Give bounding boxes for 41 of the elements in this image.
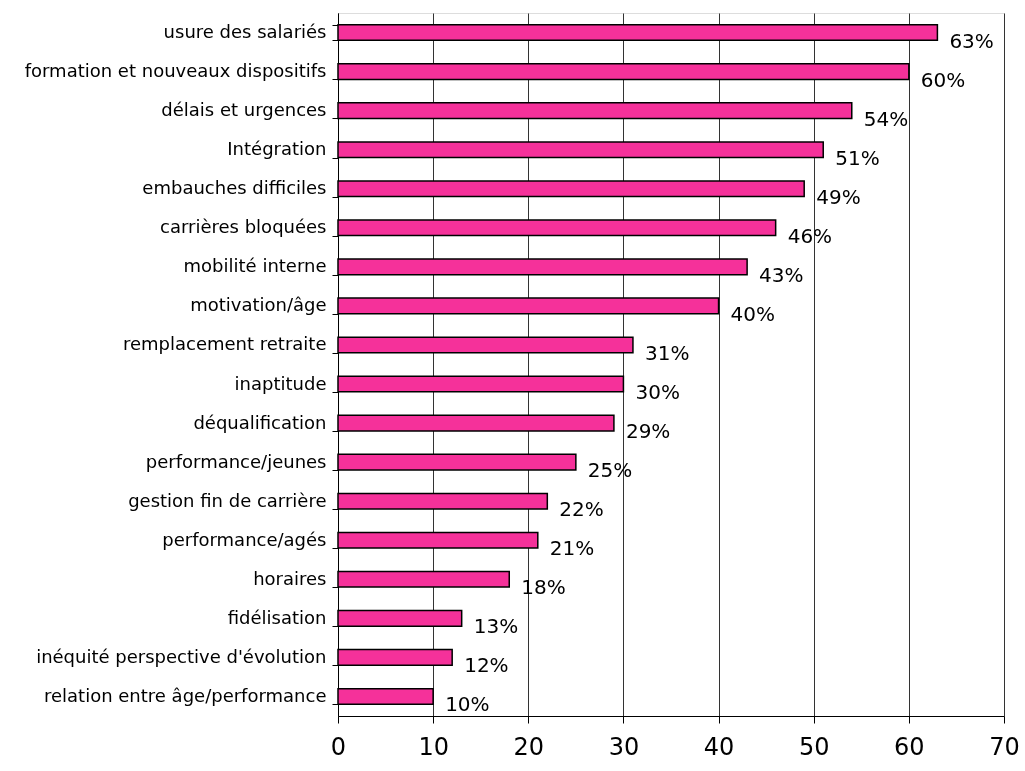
x-tick-label: 0 xyxy=(330,732,347,761)
data-label: 43% xyxy=(759,262,804,287)
data-label: 13% xyxy=(473,614,519,639)
data-label: 54% xyxy=(863,106,909,131)
y-tick-label: usure des salariés xyxy=(163,21,327,43)
y-tick-label: gestion fin de carrière xyxy=(128,489,327,511)
y-tick-label: performance/agés xyxy=(162,528,327,550)
y-tick-label: motivation/âge xyxy=(190,294,327,316)
data-label: 40% xyxy=(730,301,776,326)
data-label: 31% xyxy=(644,340,690,365)
data-label: 29% xyxy=(625,419,671,444)
x-tick-label: 60 xyxy=(894,732,925,761)
y-tick-label: mobilité interne xyxy=(183,255,327,277)
x-tick-label: 30 xyxy=(608,732,640,761)
x-tick-label: 10 xyxy=(418,732,449,761)
x-tick-label: 40 xyxy=(703,732,735,761)
y-tick-label: performance/jeunes xyxy=(145,450,327,472)
y-tick-label: Intégration xyxy=(227,138,327,160)
y-tick-label: formation et nouveaux dispositifs xyxy=(24,60,327,82)
y-tick-label: remplacement retraite xyxy=(122,333,327,355)
data-label: 12% xyxy=(464,653,509,678)
y-tick-label: carrières bloquées xyxy=(160,216,327,238)
y-tick-label: déqualification xyxy=(193,411,327,433)
data-label: 63% xyxy=(949,28,994,53)
y-tick-label: délais et urgences xyxy=(161,99,327,121)
y-tick-label: relation entre âge/performance xyxy=(43,684,327,706)
y-tick-label: inéquité perspective d'évolution xyxy=(36,645,327,667)
data-label: 49% xyxy=(816,184,861,209)
x-tick-label: 70 xyxy=(989,732,1020,761)
data-label: 51% xyxy=(835,145,880,170)
y-tick-label: fidélisation xyxy=(227,606,327,628)
y-tick-label: embauches difficiles xyxy=(142,177,327,199)
x-tick-label: 50 xyxy=(798,732,830,761)
data-label: 60% xyxy=(920,67,966,92)
y-tick-label: horaires xyxy=(253,567,327,589)
y-tick-label: inaptitude xyxy=(234,372,327,394)
data-label: 21% xyxy=(549,536,595,561)
data-label: 22% xyxy=(559,497,604,522)
x-tick-label: 20 xyxy=(513,732,545,761)
data-label: 10% xyxy=(445,692,490,717)
data-label: 30% xyxy=(635,380,680,405)
